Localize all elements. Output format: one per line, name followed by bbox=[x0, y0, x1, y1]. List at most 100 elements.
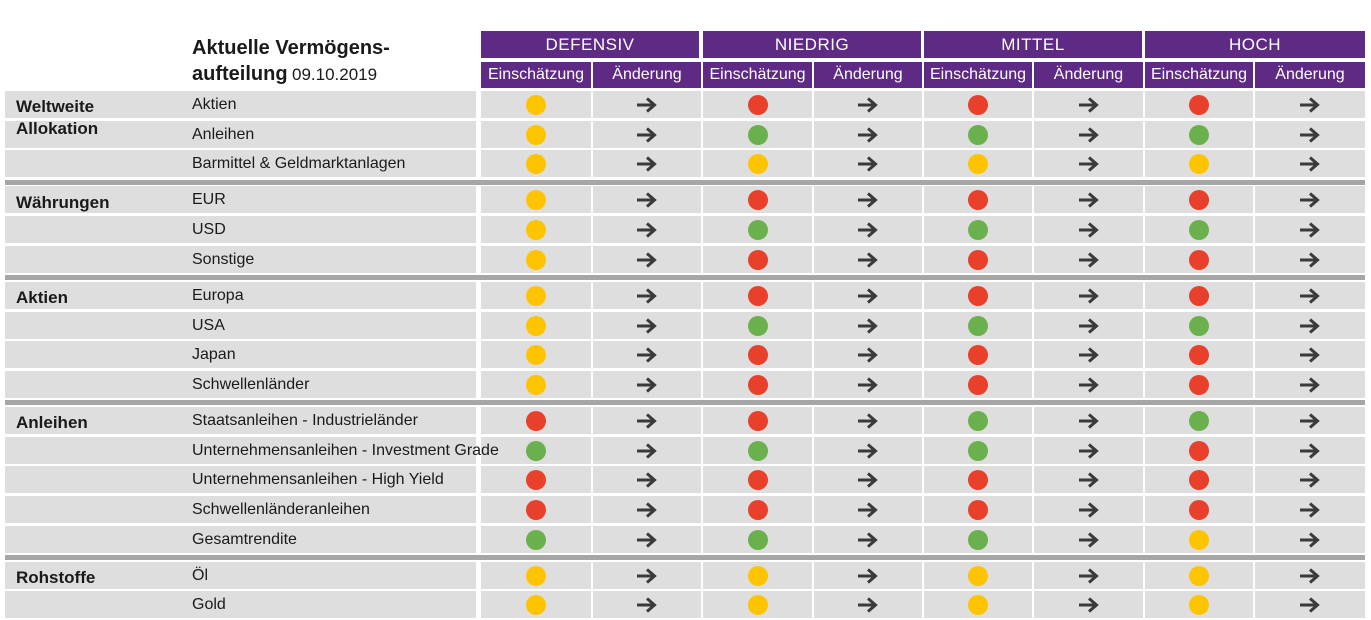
change-cell bbox=[1255, 466, 1365, 493]
assessment-cell bbox=[703, 466, 812, 493]
rating-dot-green bbox=[1189, 219, 1209, 240]
arrow-right-icon bbox=[637, 376, 657, 393]
arrow-right-icon bbox=[1300, 471, 1320, 488]
rating-dot-green bbox=[968, 219, 988, 240]
row-label: Unternehmensanleihen - Investment Grade bbox=[192, 442, 499, 459]
assessment-cell bbox=[703, 591, 812, 618]
arrow-right-icon bbox=[637, 567, 657, 584]
change-cell bbox=[1034, 407, 1143, 434]
arrow-right-icon bbox=[637, 221, 657, 238]
group-separator bbox=[5, 555, 1365, 561]
change-cell bbox=[593, 496, 701, 523]
subheader-assessment: Einschätzung bbox=[703, 62, 812, 88]
rating-dot-green bbox=[526, 529, 546, 550]
assessment-cell bbox=[1145, 526, 1253, 553]
rating-dot-red bbox=[747, 94, 768, 115]
assessment-cell bbox=[703, 91, 812, 118]
assessment-cell bbox=[481, 216, 591, 243]
assessment-cell bbox=[924, 407, 1032, 434]
row-label-background bbox=[5, 282, 476, 309]
change-cell bbox=[593, 466, 701, 493]
assessment-cell bbox=[703, 562, 812, 589]
rating-dot-red bbox=[968, 94, 988, 115]
change-cell bbox=[814, 407, 922, 434]
assessment-cell bbox=[1145, 437, 1253, 464]
change-cell bbox=[1255, 216, 1365, 243]
row-label: Unternehmensanleihen - High Yield bbox=[192, 471, 444, 488]
assessment-cell bbox=[481, 246, 591, 273]
table-row bbox=[5, 371, 1365, 398]
assessment-cell bbox=[924, 562, 1032, 589]
rating-dot-red bbox=[526, 499, 546, 520]
rating-dot-green bbox=[526, 440, 546, 461]
change-cell bbox=[814, 562, 922, 589]
change-cell bbox=[814, 371, 922, 398]
change-cell bbox=[1255, 437, 1365, 464]
assessment-cell bbox=[481, 371, 591, 398]
change-cell bbox=[1255, 282, 1365, 309]
rating-dot-red bbox=[747, 285, 768, 306]
row-label-background bbox=[5, 341, 476, 368]
rating-dot-yellow bbox=[968, 594, 988, 615]
arrow-right-icon bbox=[1078, 442, 1099, 459]
rating-dot-green bbox=[1189, 410, 1209, 431]
rating-dot-red bbox=[1189, 499, 1209, 520]
arrow-right-icon bbox=[1300, 531, 1320, 548]
profile-header-niedrig: NIEDRIG bbox=[703, 31, 921, 58]
row-label-background bbox=[5, 91, 476, 118]
category-label: Währungen bbox=[16, 192, 110, 212]
rating-dot-red bbox=[747, 499, 768, 520]
assessment-cell bbox=[1145, 186, 1253, 213]
assessment-cell bbox=[481, 466, 591, 493]
change-cell bbox=[593, 341, 701, 368]
change-cell bbox=[593, 371, 701, 398]
rating-dot-green bbox=[747, 124, 768, 145]
assessment-cell bbox=[481, 407, 591, 434]
change-cell bbox=[1255, 526, 1365, 553]
change-cell bbox=[593, 312, 701, 339]
change-cell bbox=[593, 246, 701, 273]
rating-dot-yellow bbox=[526, 94, 546, 115]
category-label: Weltweite Allokation bbox=[16, 97, 99, 138]
rating-dot-red bbox=[968, 499, 988, 520]
change-cell bbox=[814, 312, 922, 339]
table-row bbox=[5, 91, 1365, 118]
rating-dot-green bbox=[747, 219, 768, 240]
arrow-right-icon bbox=[1300, 376, 1320, 393]
table-row bbox=[5, 216, 1365, 243]
row-label: Barmittel & Geldmarktanlagen bbox=[192, 155, 406, 172]
arrow-right-icon bbox=[637, 346, 657, 363]
change-cell bbox=[593, 526, 701, 553]
table-row bbox=[5, 526, 1365, 553]
subheader-assessment: Einschätzung bbox=[481, 62, 591, 88]
row-label: USD bbox=[192, 221, 226, 238]
category-label: Rohstoffe bbox=[16, 567, 96, 587]
change-cell bbox=[1255, 246, 1365, 273]
arrow-right-icon bbox=[858, 471, 878, 488]
table-row bbox=[5, 282, 1365, 309]
arrow-right-icon bbox=[1300, 96, 1320, 113]
change-cell bbox=[1034, 312, 1143, 339]
rating-dot-green bbox=[747, 315, 768, 336]
change-cell bbox=[1255, 186, 1365, 213]
assessment-cell bbox=[1145, 341, 1253, 368]
rating-dot-green bbox=[747, 440, 768, 461]
assessment-cell bbox=[1145, 216, 1253, 243]
row-label-background bbox=[5, 496, 476, 523]
rating-dot-red bbox=[968, 189, 988, 210]
assessment-cell bbox=[924, 150, 1032, 177]
table-title: Aktuelle Vermögens- aufteilung 09.10.201… bbox=[192, 36, 472, 88]
arrow-right-icon bbox=[1300, 567, 1320, 584]
group-separator bbox=[5, 400, 1365, 406]
arrow-right-icon bbox=[858, 501, 878, 518]
arrow-right-icon bbox=[1078, 251, 1099, 268]
assessment-cell bbox=[481, 91, 591, 118]
arrow-right-icon bbox=[1078, 376, 1099, 393]
assessment-cell bbox=[1145, 246, 1253, 273]
rating-dot-green bbox=[968, 529, 988, 550]
row-label-background bbox=[5, 216, 476, 243]
rating-dot-yellow bbox=[1189, 529, 1209, 550]
row-label: Gold bbox=[192, 596, 226, 613]
rating-dot-yellow bbox=[747, 565, 768, 586]
row-label-background bbox=[5, 246, 476, 273]
